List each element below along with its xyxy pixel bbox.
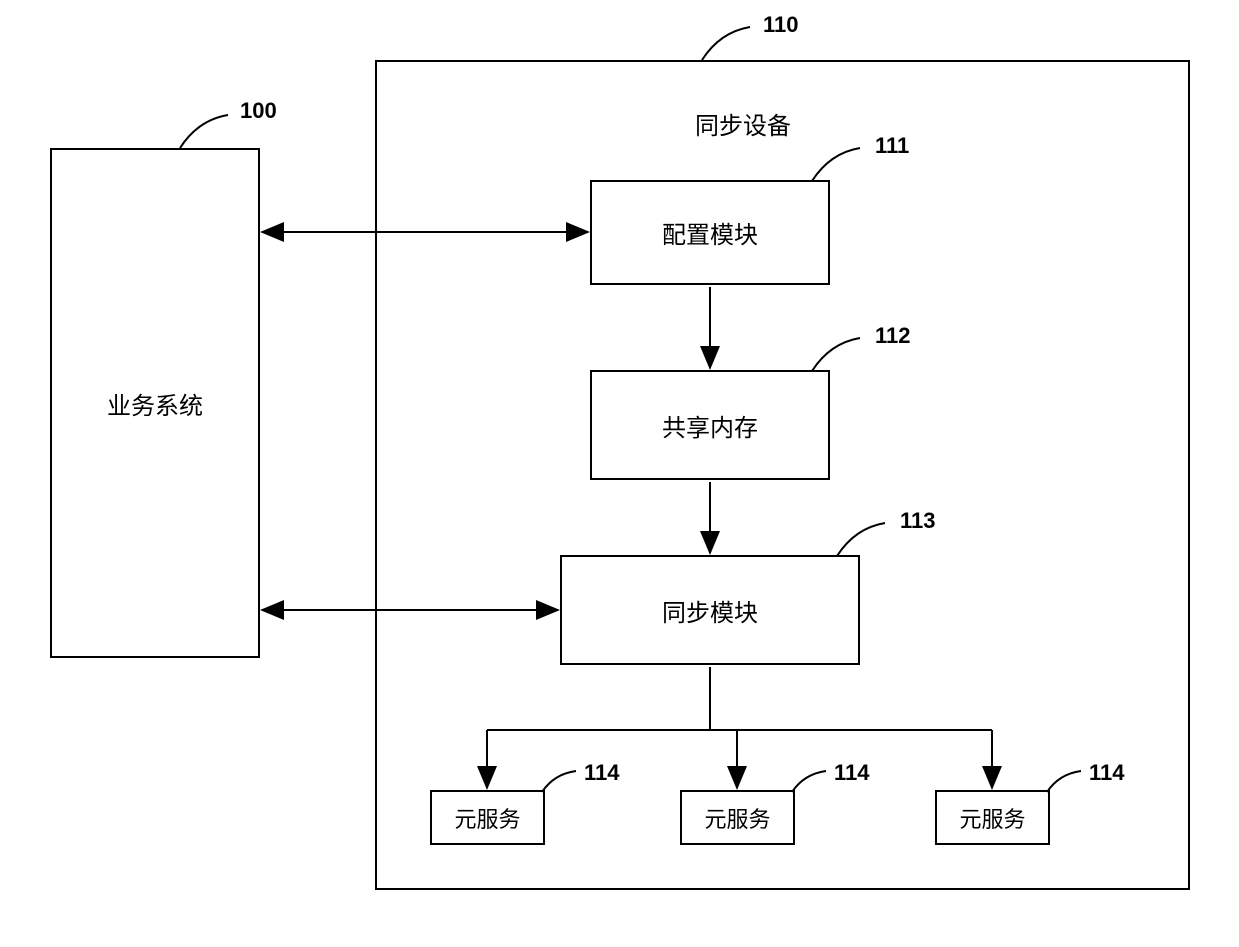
callout-111 [810, 143, 870, 183]
sync-module-label: 同步模块 [662, 593, 758, 628]
callout-110 [700, 22, 760, 62]
meta-service-3-node: 元服务 [935, 790, 1050, 845]
ref-114-2: 114 [834, 760, 870, 786]
ref-111: 111 [875, 133, 909, 159]
meta-service-3-label: 元服务 [959, 802, 1025, 834]
meta-service-1-label: 元服务 [454, 802, 520, 834]
config-module-label: 配置模块 [662, 215, 758, 250]
ref-113: 113 [900, 508, 936, 534]
business-system-node: 业务系统 [50, 148, 260, 658]
callout-114-1 [540, 768, 580, 794]
callout-100 [178, 110, 238, 150]
diagram-canvas: 业务系统 100 同步设备 110 配置模块 111 共享内存 112 同步模块… [0, 0, 1239, 947]
callout-114-3 [1045, 768, 1085, 794]
ref-100: 100 [240, 98, 277, 124]
callout-113 [835, 518, 895, 558]
meta-service-2-node: 元服务 [680, 790, 795, 845]
sync-module-node: 同步模块 [560, 555, 860, 665]
ref-110: 110 [763, 12, 799, 38]
ref-114-1: 114 [584, 760, 620, 786]
business-system-label: 业务系统 [107, 386, 203, 421]
config-module-node: 配置模块 [590, 180, 830, 285]
meta-service-2-label: 元服务 [704, 802, 770, 834]
shared-memory-label: 共享内存 [662, 408, 758, 443]
ref-114-3: 114 [1089, 760, 1125, 786]
meta-service-1-node: 元服务 [430, 790, 545, 845]
callout-112 [810, 333, 870, 373]
ref-112: 112 [875, 323, 911, 349]
callout-114-2 [790, 768, 830, 794]
shared-memory-node: 共享内存 [590, 370, 830, 480]
sync-device-title: 同步设备 [695, 106, 791, 141]
